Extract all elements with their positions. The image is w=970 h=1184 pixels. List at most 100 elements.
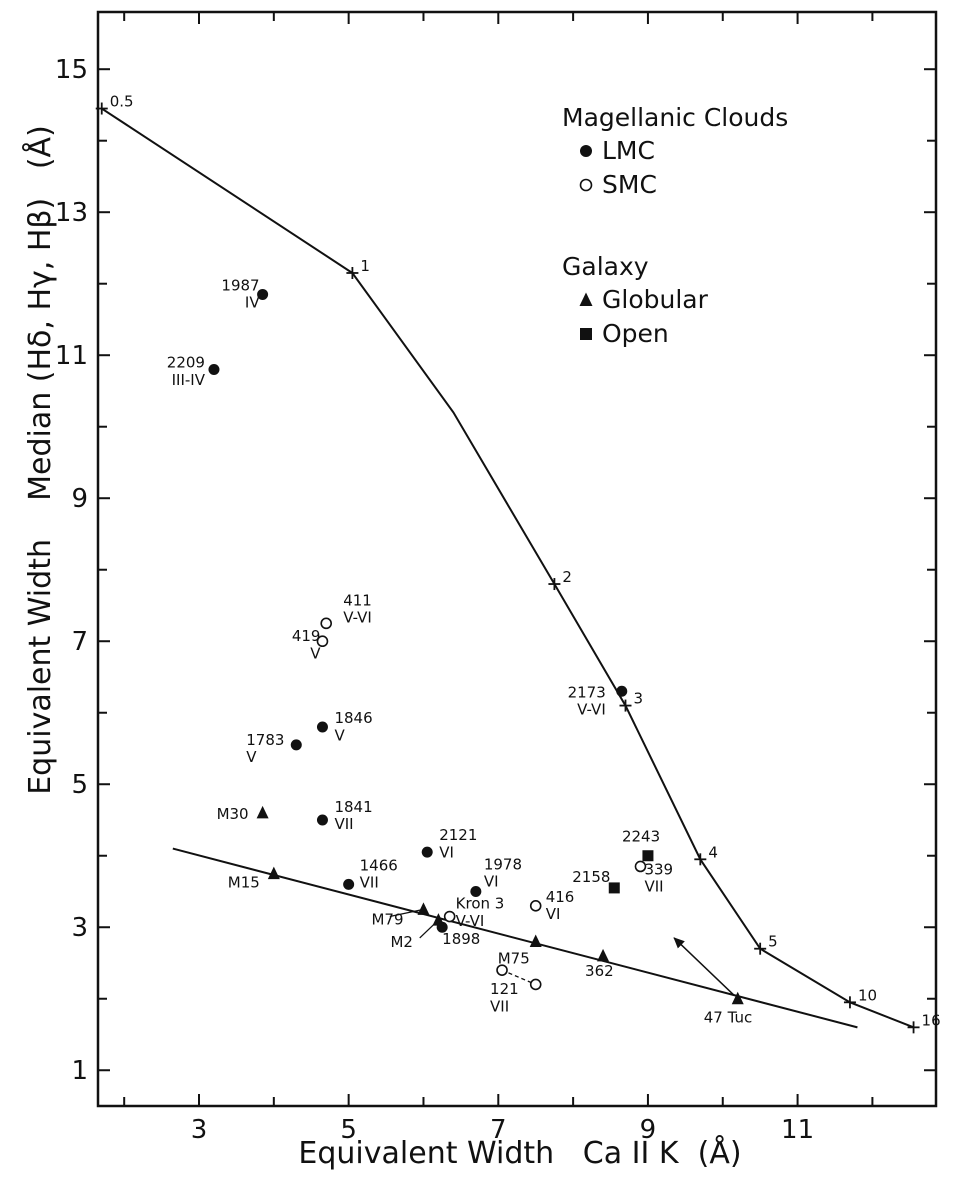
point-label-line: V-VI: [577, 701, 606, 719]
legend-group-title: Galaxy: [562, 252, 649, 281]
smc-point: [443, 910, 456, 923]
point-label-line: 121: [490, 980, 519, 998]
x-tick-label: 11: [781, 1115, 814, 1145]
globular-point-label: M15: [228, 874, 260, 892]
lmc-point: [470, 885, 482, 897]
point-label-line: M2: [390, 933, 413, 951]
x-axis-title: Equivalent Width Ca II K (Å): [298, 1135, 741, 1171]
open-point-label: 2243: [622, 828, 660, 846]
arrow: [673, 937, 735, 996]
y-tick-label: 5: [71, 770, 88, 800]
globular-point-label: 362: [585, 962, 614, 980]
y-tick-label: 7: [71, 627, 88, 657]
point-label-line: VII: [644, 878, 663, 896]
model-curve-label: 0.5: [110, 93, 134, 111]
lmc-point: [616, 685, 628, 697]
model-curve-label: 5: [768, 933, 778, 951]
point-label-line: 2121: [439, 826, 477, 844]
point-label-line: VII: [360, 874, 379, 892]
smc-point: [320, 617, 333, 630]
smc-point: [496, 964, 508, 976]
legend: Magellanic Clouds LMC SMC Galaxy Globular Ope…: [562, 103, 788, 348]
point-label-line: 1466: [360, 856, 398, 874]
smc-point-label: 339 VII: [644, 860, 673, 895]
smc-point: [634, 860, 647, 873]
point-label-line: VII: [334, 815, 353, 833]
open-point: [642, 850, 654, 862]
y-tick-label: 11: [55, 341, 88, 371]
smc-point-label: 416 VI: [546, 888, 575, 923]
lmc-point-label: 2173 V-VI: [568, 683, 606, 718]
chart-lines: [95, 102, 920, 1034]
smc-point: [529, 978, 542, 991]
point-label-line: VII: [490, 997, 509, 1015]
globular-point: [597, 948, 610, 962]
legend-marker: [579, 178, 593, 192]
point-label-line: VI: [439, 843, 454, 861]
legend-marker: [580, 328, 592, 340]
point-label-line: 1783: [246, 731, 284, 749]
point-label-line: 419: [292, 627, 321, 645]
smc-point-label: 121 VII: [490, 980, 519, 1015]
lmc-point-label: 1987 IV: [221, 276, 260, 311]
point-label-line: V-VI: [456, 912, 485, 930]
model-curve-label: 1: [360, 257, 370, 275]
point-label-line: 2209: [167, 354, 205, 372]
globular-point-label: M75: [498, 950, 530, 968]
point-label-line: 2173: [568, 683, 606, 701]
point-label-line: M75: [498, 950, 530, 968]
globular-point-label: M2: [390, 933, 413, 951]
lmc-point: [208, 364, 220, 376]
legend-entry-label: Globular: [602, 285, 709, 314]
lmc-point: [316, 814, 328, 826]
smc-point-label: 411 V-VI: [343, 591, 372, 626]
globular-point: [267, 866, 280, 880]
globular-point: [256, 805, 269, 819]
lmc-point-label: 2121 VI: [439, 826, 477, 861]
model-curve-label: 4: [708, 843, 718, 861]
legend-entry-label: Open: [602, 319, 669, 348]
lmc-point: [316, 721, 328, 733]
point-label-line: 339: [644, 860, 673, 878]
lmc-point-label: 1978 VI: [484, 855, 522, 890]
y-tick-label: 9: [71, 484, 88, 514]
point-label-line: 1987: [221, 276, 259, 294]
point-label-line: 416: [546, 888, 575, 906]
smc-point: [316, 635, 329, 648]
plot-frame: [96, 10, 938, 1108]
model-curve-label: 16: [922, 1011, 941, 1029]
point-label-line: 362: [585, 962, 614, 980]
open-point: [608, 882, 620, 894]
globular-point-label: M30: [217, 805, 249, 823]
point-label-line: VI: [546, 905, 561, 923]
lmc-point-label: 1846 V: [334, 709, 372, 744]
point-label-line: V: [246, 748, 257, 766]
lmc-point: [343, 878, 355, 890]
lmc-point-label: 1466 VII: [360, 856, 398, 891]
model-curve-label: 10: [858, 986, 877, 1004]
globular-point: [731, 991, 744, 1005]
label-leader: [501, 969, 536, 986]
x-tick-label: 3: [191, 1115, 208, 1145]
label-leader: [389, 908, 424, 918]
y-axis-title: Equivalent Width Median (Hδ, Hγ, Hβ) (Å): [22, 125, 58, 795]
legend-entry-label: LMC: [602, 136, 655, 165]
globular-point: [529, 934, 542, 948]
y-tick-label: 15: [55, 55, 88, 85]
lmc-point-label: 1898: [442, 930, 480, 948]
smc-point: [529, 899, 542, 912]
lmc-point: [421, 846, 433, 858]
x-tick-label: 9: [640, 1115, 657, 1145]
point-label-line: Kron 3: [456, 895, 505, 913]
y-tick-label: 13: [55, 198, 88, 228]
globular-point: [417, 902, 430, 915]
point-label-line: III-IV: [172, 371, 206, 389]
point-label-line: V-VI: [343, 609, 372, 627]
x-tick-label: 5: [340, 1115, 357, 1145]
point-label-line: V: [310, 644, 321, 662]
point-label-line: 1841: [334, 798, 372, 816]
point-label-line: 47 Tuc: [704, 1009, 753, 1027]
legend-marker: [580, 145, 592, 157]
